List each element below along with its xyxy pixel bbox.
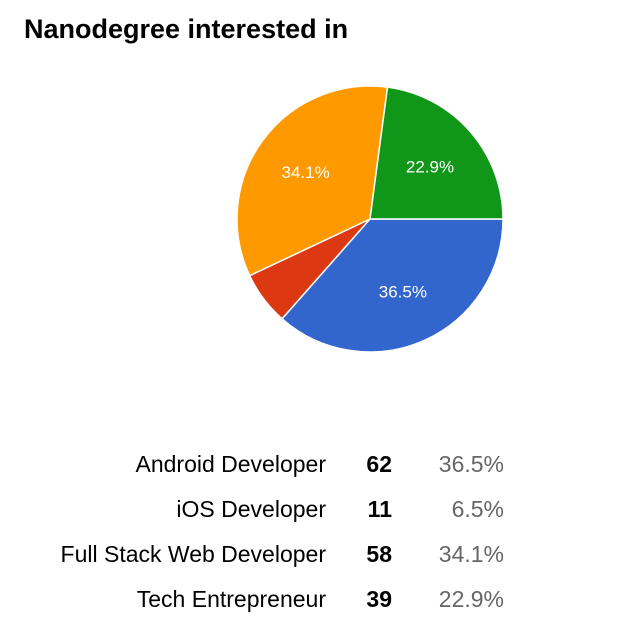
chart-title: Nanodegree interested in [24,14,349,44]
percent-value: 6.5% [451,496,504,522]
data-table: Android Developer 62 36.5% iOS Developer 11 6… [0,442,644,622]
pie-slice-android-developer [280,218,504,353]
spacer [504,532,644,577]
pie-slice-percent-label: 34.1% [281,163,329,182]
pie-slice-percent-label: 22.9% [406,157,454,176]
percent-value: 34.1% [438,541,504,567]
table-row: iOS Developer 11 6.5% [0,487,644,532]
category-label: Android Developer [135,451,326,477]
percent-value: 22.9% [438,586,504,612]
category-label: Tech Entrepreneur [136,586,326,612]
table-row: Full Stack Web Developer 58 34.1% [0,532,644,577]
pie-chart: 36.5% 34.1% 22.9% [236,85,504,353]
count-value: 39 [366,586,392,612]
category-label: Full Stack Web Developer [60,541,326,567]
percent-value: 36.5% [438,451,504,477]
pie-slice-full-stack-web-developer [236,85,389,277]
pie-svg: 36.5% 34.1% 22.9% [236,85,504,353]
table-row: Android Developer 62 36.5% [0,442,644,487]
count-value: 62 [366,451,392,477]
count-value: 11 [367,496,392,522]
spacer [504,442,644,487]
category-label: iOS Developer [176,496,326,522]
pie-slice-tech-entrepreneur [369,86,504,220]
count-value: 58 [366,541,392,567]
table-row: Tech Entrepreneur 39 22.9% [0,577,644,622]
pie-slice-percent-label: 36.5% [379,283,427,302]
spacer [504,487,644,532]
spacer [504,577,644,622]
